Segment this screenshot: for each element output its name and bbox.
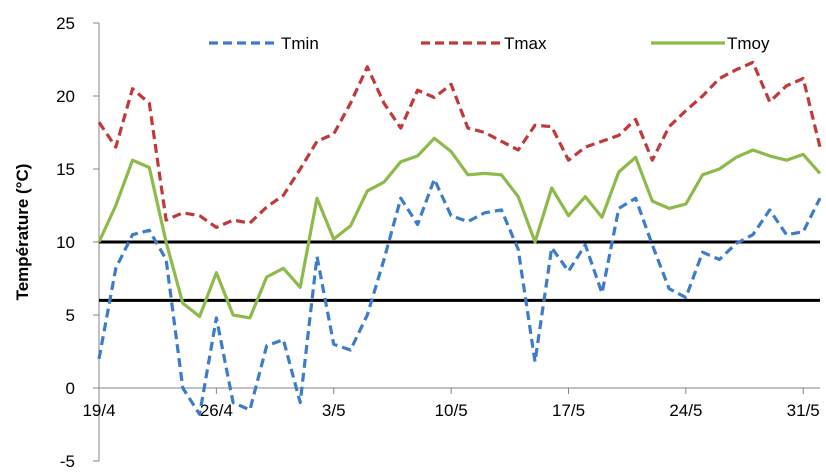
series-line-tmax (97, 60, 822, 229)
legend-label-tmax: Tmax (504, 34, 547, 53)
legend: Tmin Tmax Tmoy (209, 34, 770, 53)
legend-label-tmoy: Tmoy (727, 34, 770, 53)
x-tick-label: 17/5 (552, 401, 585, 420)
y-tick-label: 25 (56, 14, 75, 33)
y-tick-label: 5 (66, 306, 75, 325)
x-tick-label: 31/5 (787, 401, 820, 420)
y-axis-title: Température (°C) (13, 164, 32, 301)
axes: -5 0 5 10 15 20 25 19/4 26/4 3/5 10/5 17/5 24/5 31/5 (56, 14, 820, 471)
x-tick-label: 24/5 (669, 401, 702, 420)
series-line-tmoy (97, 136, 822, 320)
x-tick-label: 19/4 (82, 401, 115, 420)
y-tick-label: 10 (56, 233, 75, 252)
y-tick-label: 0 (66, 379, 75, 398)
series-line-tmin (97, 177, 822, 416)
y-tick-label: 15 (56, 160, 75, 179)
x-tick-label: 10/5 (435, 401, 468, 420)
y-tick-label: -5 (60, 452, 75, 471)
y-tick-label: 20 (56, 87, 75, 106)
reference-lines (99, 240, 820, 302)
x-tick-label: 26/4 (200, 401, 233, 420)
x-tick-label: 3/5 (322, 401, 346, 420)
legend-label-tmin: Tmin (281, 34, 319, 53)
series-group (97, 60, 822, 416)
